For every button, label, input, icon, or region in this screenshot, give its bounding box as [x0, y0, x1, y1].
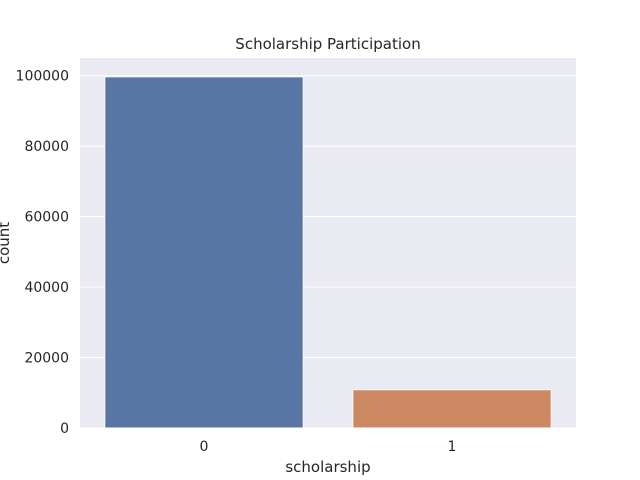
y-tick-label: 20000	[24, 351, 69, 367]
bars	[104, 76, 552, 429]
y-axis-ticks: 0 20000 40000 60000 80000 100000	[16, 69, 69, 437]
y-axis-label: count	[0, 222, 13, 264]
bar-0	[104, 76, 304, 429]
x-tick-label: 0	[200, 439, 209, 455]
bar-1	[352, 389, 552, 429]
y-tick-label: 0	[60, 421, 69, 437]
x-axis-label: scholarship	[285, 458, 370, 476]
y-tick-label: 80000	[24, 139, 69, 155]
x-tick-label: 1	[448, 439, 457, 455]
y-tick-label: 60000	[24, 210, 69, 226]
y-tick-label: 100000	[16, 69, 69, 85]
chart-title: Scholarship Participation	[235, 35, 420, 53]
y-tick-label: 40000	[24, 280, 69, 296]
